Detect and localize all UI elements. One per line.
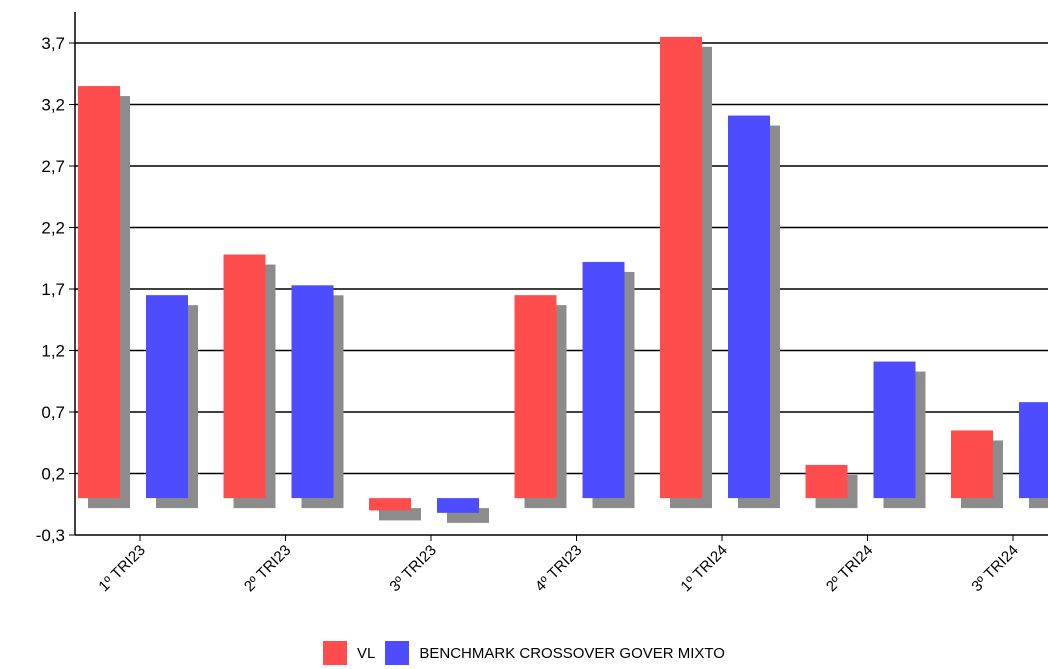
legend-item-vl: VL <box>323 641 375 665</box>
bar-shadow <box>379 508 421 521</box>
bar-benchmark <box>728 115 770 499</box>
legend-swatch-vl <box>323 641 348 665</box>
bar-vl <box>660 36 702 499</box>
chart: 3,7 3,2 2,7 2,2 1,7 1,2 0,7 0,2 -0,3 1º TRI23 2º … <box>36 12 1048 595</box>
legend-label-benchmark: BENCHMARK CROSSOVER GOVER MIXTO <box>419 644 725 662</box>
bar-vl <box>514 295 557 499</box>
bars <box>78 36 1048 523</box>
x-tick-label: 2º TRI23 <box>241 542 294 595</box>
x-axis-tick-labels: 1º TRI23 2º TRI23 3º TRI23 4º TRI23 1º TRI24… <box>95 542 1021 595</box>
bar-vl <box>78 86 120 499</box>
y-axis-tick-labels: 3,7 3,2 2,7 2,2 1,7 1,2 0,7 0,2 -0,3 <box>36 34 65 545</box>
y-tick-label: 0,2 <box>41 465 65 484</box>
y-tick-label: 2,2 <box>41 219 65 238</box>
legend-swatch-benchmark <box>385 641 410 665</box>
x-tick-label: 2º TRI24 <box>823 542 876 595</box>
legend-label-vl: VL <box>357 644 376 662</box>
bar-vl <box>223 254 266 499</box>
bar-benchmark <box>582 261 625 499</box>
bar-benchmark <box>146 295 188 499</box>
bar-benchmark <box>437 498 479 513</box>
axes <box>69 12 1048 541</box>
x-tick-label: 3º TRI23 <box>386 542 439 595</box>
x-tick-label: 4º TRI23 <box>532 542 585 595</box>
y-tick-label: -0,3 <box>36 526 65 545</box>
bar-vl <box>369 498 411 511</box>
y-tick-label: 0,7 <box>41 403 65 422</box>
bar-vl <box>951 430 993 499</box>
legend: VL BENCHMARK CROSSOVER GOVER MIXTO <box>0 638 1048 668</box>
legend-item-benchmark: BENCHMARK CROSSOVER GOVER MIXTO <box>385 641 725 665</box>
x-tick-label: 3º TRI24 <box>968 542 1021 595</box>
bar-benchmark <box>291 285 334 499</box>
y-tick-label: 2,7 <box>41 157 65 176</box>
x-tick-label: 1º TRI24 <box>677 542 730 595</box>
x-tick-label: 1º TRI23 <box>95 542 148 595</box>
y-tick-label: 3,7 <box>41 34 65 53</box>
bar-vl <box>805 464 848 499</box>
y-tick-label: 3,2 <box>41 96 65 115</box>
y-tick-label: 1,7 <box>41 280 65 299</box>
y-tick-label: 1,2 <box>41 342 65 361</box>
bar-benchmark <box>873 361 916 499</box>
bar-benchmark <box>1019 402 1048 499</box>
